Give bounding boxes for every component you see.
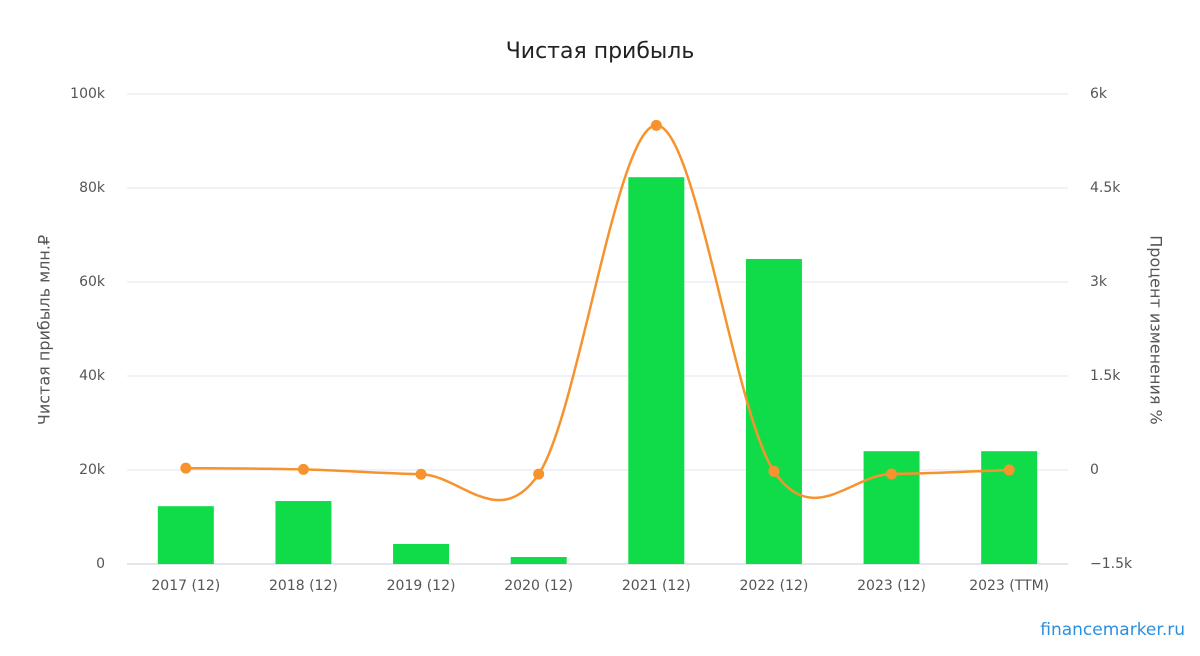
line-point <box>297 463 309 475</box>
y2-axis-label: Процент изменения % <box>1147 235 1166 424</box>
x-tick-label: 2022 (12) <box>740 578 809 594</box>
line-point <box>1003 464 1015 476</box>
line-point <box>180 462 192 474</box>
line-point <box>886 468 898 480</box>
line-point <box>533 468 545 480</box>
y-tick-label: 40k <box>79 368 106 384</box>
x-tick-label: 2023 (TTM) <box>969 578 1049 594</box>
line-point <box>415 468 427 480</box>
line-point <box>650 119 662 131</box>
bar <box>745 258 802 564</box>
y-tick-label: 60k <box>79 274 106 290</box>
x-tick-label: 2021 (12) <box>622 578 691 594</box>
y-tick-label: 80k <box>79 180 106 196</box>
y-axis-label: Чистая прибыль млн.₽ <box>35 235 54 425</box>
y-tick-label: 20k <box>79 462 106 478</box>
y2-tick-label: 0 <box>1090 462 1099 478</box>
y2-tick-label: 3k <box>1090 274 1108 290</box>
bar <box>157 506 214 564</box>
y2-tick-label: 6k <box>1090 86 1108 102</box>
y2-tick-label: 4.5k <box>1090 180 1121 196</box>
y2-tick-label: 1.5k <box>1090 368 1121 384</box>
y-tick-label: 0 <box>96 556 105 572</box>
source: financemarker.ru <box>1040 620 1185 640</box>
x-tick-label: 2020 (12) <box>504 578 573 594</box>
bar <box>628 177 685 564</box>
line-point <box>768 465 780 477</box>
bar <box>393 543 450 564</box>
x-tick-label: 2017 (12) <box>151 578 220 594</box>
x-tick-label: 2019 (12) <box>387 578 456 594</box>
y-tick-label: 100k <box>70 86 106 102</box>
bar <box>275 501 332 564</box>
x-tick-label: 2018 (12) <box>269 578 338 594</box>
bar <box>510 556 567 564</box>
y2-tick-label: −1.5k <box>1090 556 1133 572</box>
x-tick-label: 2023 (12) <box>857 578 926 594</box>
chart-title: Чистая прибыль <box>506 39 695 64</box>
bar <box>863 451 920 564</box>
line <box>185 124 1010 502</box>
